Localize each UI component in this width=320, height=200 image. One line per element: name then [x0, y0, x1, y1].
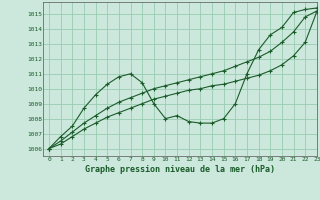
X-axis label: Graphe pression niveau de la mer (hPa): Graphe pression niveau de la mer (hPa): [85, 165, 275, 174]
